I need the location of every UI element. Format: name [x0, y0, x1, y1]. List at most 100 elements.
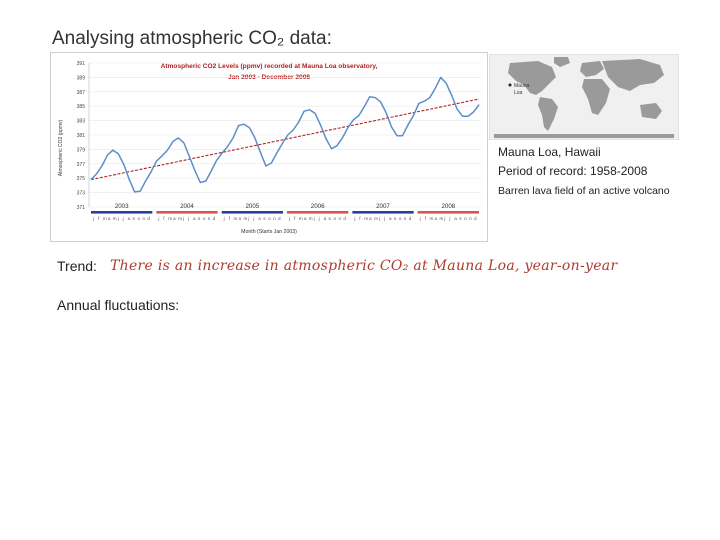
data-point: [467, 115, 469, 117]
data-point: [150, 171, 152, 173]
data-point: [320, 124, 321, 126]
data-point: [194, 169, 196, 171]
data-point: [456, 108, 458, 110]
data-point: [374, 97, 376, 98]
year-label: 2008: [441, 203, 455, 210]
month-tick-label: o: [138, 216, 141, 221]
north-america-shape: [508, 61, 556, 95]
month-tick-label: s: [394, 216, 397, 221]
month-tick-label: d: [213, 216, 216, 221]
data-point: [369, 96, 371, 98]
data-point: [90, 179, 92, 181]
trend-label: Trend:: [57, 258, 97, 274]
y-tick-label: 375: [77, 176, 86, 182]
y-tick-label: 389: [77, 75, 86, 81]
month-tick-label: j: [187, 216, 189, 221]
month-tick-label: a: [258, 216, 261, 221]
data-point: [407, 124, 409, 126]
month-tick-label: a: [239, 216, 242, 221]
mauna-loa-marker: [508, 83, 512, 87]
month-tick-label: j: [383, 216, 385, 221]
year-bar: [352, 211, 414, 214]
data-point: [445, 82, 447, 84]
data-point: [254, 137, 256, 139]
month-tick-label: o: [334, 216, 337, 221]
asia-shape: [602, 59, 664, 91]
europe-shape: [580, 61, 604, 77]
data-point: [101, 165, 103, 167]
month-tick-label: j: [122, 216, 124, 221]
data-point: [314, 113, 316, 114]
data-point: [418, 102, 420, 104]
data-point: [429, 97, 431, 98]
y-tick-label: 373: [77, 191, 86, 197]
month-tick-label: a: [108, 216, 111, 221]
month-tick-label: a: [193, 216, 196, 221]
month-tick-label: m: [439, 216, 443, 221]
month-tick-label: d: [409, 216, 412, 221]
month-tick-label: s: [329, 216, 332, 221]
year-label: 2003: [115, 203, 129, 210]
data-point: [188, 156, 190, 157]
year-label: 2005: [245, 203, 259, 210]
data-point: [434, 87, 436, 89]
data-point: [478, 104, 480, 106]
y-tick-label: 391: [77, 61, 86, 67]
y-tick-label: 377: [77, 162, 86, 168]
year-bar: [91, 211, 153, 214]
month-tick-label: m: [309, 216, 313, 221]
month-tick-label: d: [147, 216, 150, 221]
co2-chart: Atmospheric CO2 Levels (ppmv) recorded a…: [50, 52, 488, 242]
data-point: [341, 137, 343, 139]
x-axis-label: Month (Starts Jan 2003): [241, 229, 297, 235]
year-bar: [417, 211, 479, 214]
month-tick-label: a: [304, 216, 307, 221]
data-point: [112, 149, 114, 151]
month-tick-label: f: [163, 216, 165, 221]
data-point: [347, 127, 349, 129]
y-tick-label: 371: [77, 205, 86, 211]
year-bar: [221, 211, 283, 214]
month-tick-label: j: [92, 216, 94, 221]
record-period: Period of record: 1958-2008: [498, 164, 648, 178]
data-point: [423, 100, 425, 102]
data-point: [232, 137, 234, 139]
data-point: [440, 77, 442, 78]
data-point: [128, 179, 130, 181]
data-point: [473, 111, 474, 113]
south-america-shape: [538, 97, 558, 131]
month-tick-label: a: [389, 216, 392, 221]
month-tick-label: j: [443, 216, 445, 221]
antarctica-shape: [494, 134, 674, 138]
month-tick-label: j: [353, 216, 355, 221]
y-tick-label: 385: [77, 104, 86, 110]
map-marker-layer: [508, 83, 512, 87]
y-tick-label: 387: [77, 90, 86, 96]
data-point: [462, 115, 464, 117]
month-tick-label: s: [133, 216, 136, 221]
data-point: [106, 154, 108, 156]
data-point: [123, 164, 125, 165]
month-tick-label: j: [247, 216, 249, 221]
data-point: [292, 129, 294, 131]
location-name: Mauna Loa, Hawaii: [498, 145, 601, 159]
data-point: [221, 152, 223, 154]
data-point: [325, 138, 327, 139]
data-point: [336, 145, 338, 147]
data-point: [161, 155, 163, 157]
month-tick-label: j: [448, 216, 450, 221]
y-tick-label: 379: [77, 147, 86, 153]
data-point: [243, 123, 245, 125]
month-tick-label: j: [182, 216, 184, 221]
data-point: [413, 115, 414, 116]
month-tick-label: a: [369, 216, 372, 221]
data-point: [167, 149, 168, 151]
data-point: [96, 173, 97, 175]
site-description: Barren lava field of an active volcano: [498, 185, 670, 197]
month-tick-label: a: [173, 216, 176, 221]
month-tick-label: m: [364, 216, 368, 221]
data-point: [298, 121, 300, 123]
annual-fluctuations-label: Annual fluctuations:: [57, 297, 180, 313]
month-tick-label: f: [98, 216, 100, 221]
month-tick-label: s: [263, 216, 266, 221]
